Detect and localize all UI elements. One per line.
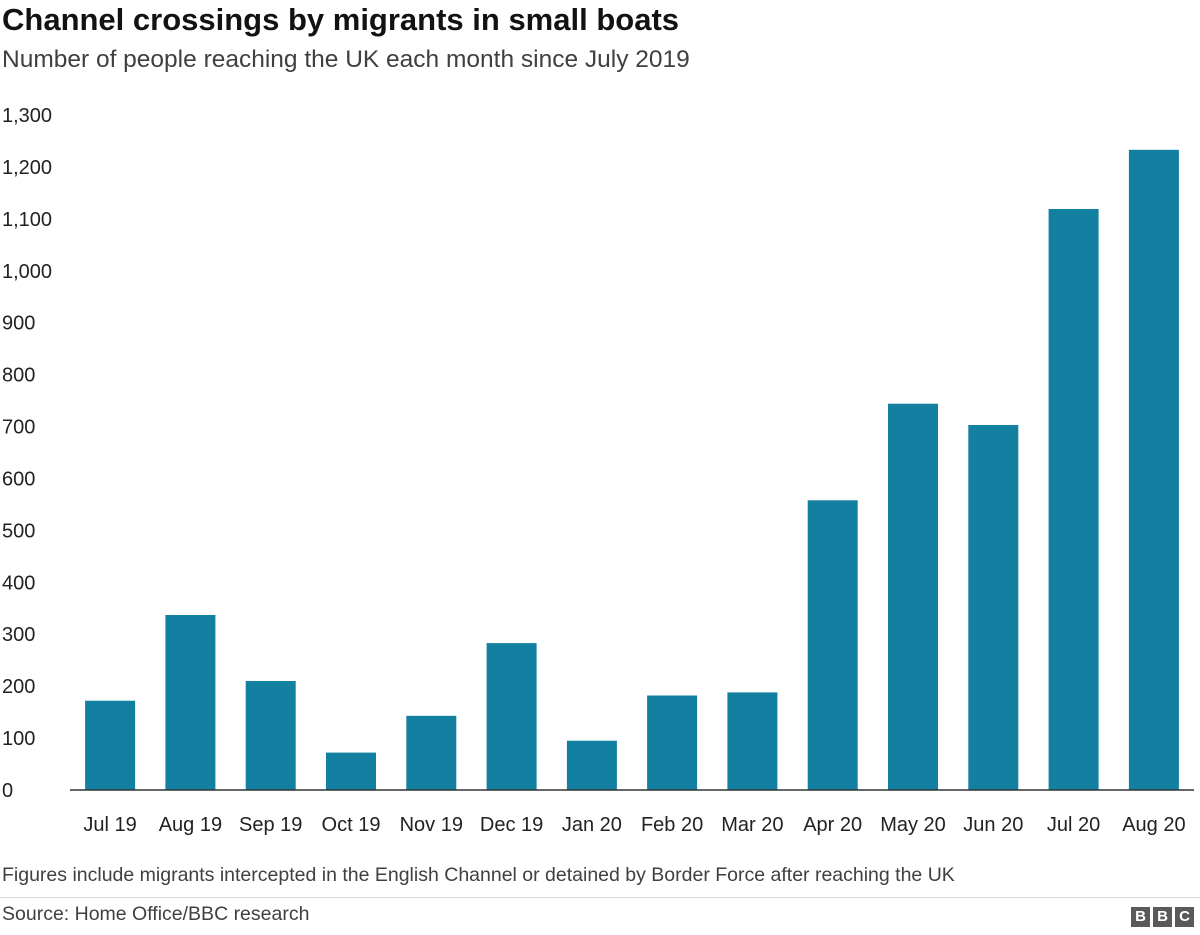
bar	[326, 752, 376, 790]
x-tick-label: May 20	[880, 814, 946, 836]
x-tick-label: Oct 19	[322, 814, 381, 836]
bar	[968, 425, 1019, 790]
bar	[566, 740, 617, 790]
x-tick-label: Aug 19	[159, 814, 222, 836]
y-tick-label: 800	[2, 365, 35, 387]
y-tick-label: 700	[2, 417, 35, 439]
footnote: Figures include migrants intercepted in …	[2, 864, 955, 886]
bar	[647, 695, 698, 790]
bbc-logo: B B C	[1131, 907, 1194, 927]
chart-title: Channel crossings by migrants in small b…	[2, 2, 680, 37]
bar	[807, 500, 858, 790]
y-tick-label: 1,100	[2, 209, 52, 231]
x-tick-label: Mar 20	[721, 814, 783, 836]
y-tick-label: 500	[2, 520, 35, 542]
x-tick-label: Sep 19	[239, 814, 302, 836]
logo-letter: B	[1153, 907, 1172, 927]
x-tick-label: Aug 20	[1122, 814, 1185, 836]
chart-subtitle: Number of people reaching the UK each mo…	[2, 46, 690, 73]
bar	[165, 615, 216, 790]
y-tick-label: 400	[2, 572, 35, 594]
y-tick-label: 1,300	[2, 105, 52, 127]
x-tick-label: Jan 20	[562, 814, 622, 836]
bar	[245, 681, 296, 790]
x-tick-label: Jul 19	[83, 814, 136, 836]
x-tick-label: Jun 20	[963, 814, 1023, 836]
y-tick-label: 300	[2, 624, 35, 646]
x-tick-label: Apr 20	[803, 814, 862, 836]
source-note: Source: Home Office/BBC research	[2, 903, 310, 925]
footer-divider	[0, 897, 1200, 898]
logo-letter: C	[1175, 907, 1194, 927]
y-tick-label: 200	[2, 676, 35, 698]
y-tick-label: 0	[2, 780, 13, 802]
bar	[1128, 149, 1179, 791]
bar-chart: 0 100 200 300 400 500 600 700 800 900 1,000 1,100 1,…	[2, 105, 1194, 836]
bar	[1048, 209, 1099, 790]
logo-letter: B	[1131, 907, 1150, 927]
x-tick-label: Dec 19	[480, 814, 543, 836]
y-tick-label: 1,200	[2, 157, 52, 179]
x-tick-label: Jul 20	[1047, 814, 1100, 836]
bar	[888, 403, 938, 790]
y-tick-label: 1,000	[2, 261, 52, 283]
y-tick-label: 900	[2, 313, 35, 335]
bar	[406, 715, 457, 791]
bar	[486, 643, 537, 790]
y-tick-label: 100	[2, 728, 35, 750]
x-tick-label: Nov 19	[400, 814, 463, 836]
bar	[85, 700, 136, 790]
y-tick-label: 600	[2, 468, 35, 490]
bar	[727, 692, 778, 790]
x-tick-label: Feb 20	[641, 814, 703, 836]
